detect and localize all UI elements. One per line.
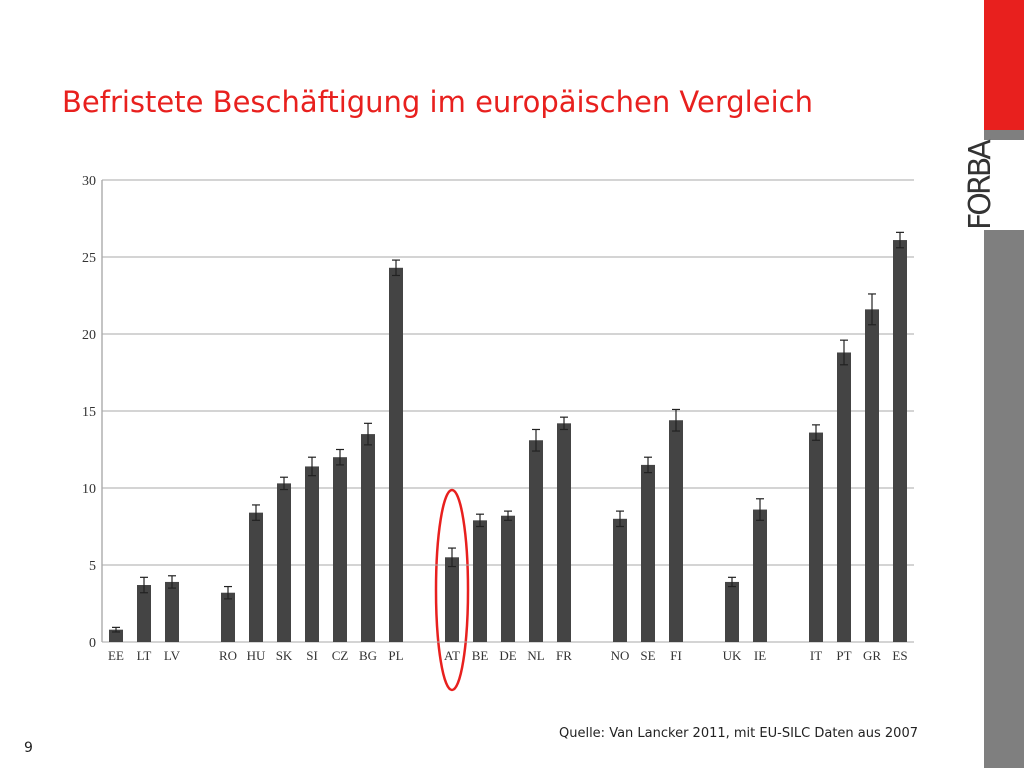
bar [529, 440, 543, 642]
x-tick-label: AT [444, 648, 460, 663]
x-tick-label: DE [499, 648, 516, 663]
x-tick-label: PT [836, 648, 851, 663]
x-tick-label: CZ [332, 648, 349, 663]
bar [557, 423, 571, 642]
source: Quelle: Van Lancker 2011, mit EU-SILC Da… [559, 726, 918, 741]
highlight-ellipse [434, 488, 470, 692]
x-tick-label: BG [359, 648, 377, 663]
bar [837, 352, 851, 642]
page-number: 9 [24, 740, 33, 756]
bar [333, 457, 347, 642]
x-tick-label: LV [164, 648, 181, 663]
x-tick-label: EE [108, 648, 124, 663]
x-tick-label: HU [247, 648, 266, 663]
x-tick-label: NO [611, 648, 630, 663]
bar [809, 432, 823, 642]
x-tick-label: PL [388, 648, 403, 663]
sidebar-gray [984, 130, 1024, 768]
y-tick-label: 15 [82, 405, 96, 420]
x-tick-label: FR [556, 648, 572, 663]
x-tick-label: BE [472, 648, 489, 663]
x-tick-label: SI [306, 648, 318, 663]
y-tick-label: 10 [82, 482, 96, 497]
bar [109, 629, 123, 642]
logo-bg [970, 140, 1024, 230]
bar [221, 592, 235, 642]
x-tick-label: IE [754, 648, 766, 663]
bar [613, 518, 627, 642]
sidebar-red [984, 0, 1024, 130]
x-tick-label: RO [219, 648, 237, 663]
chart-title: Befristete Beschäftigung im europäischen… [62, 85, 813, 119]
bar [893, 240, 907, 642]
bar [473, 520, 487, 642]
logo: FORBA [963, 139, 998, 230]
x-tick-label: UK [723, 648, 742, 663]
y-tick-label: 30 [82, 174, 96, 189]
x-tick-label: SE [640, 648, 655, 663]
y-tick-label: 5 [89, 559, 96, 574]
x-tick-label: LT [137, 648, 152, 663]
bar [865, 309, 879, 642]
x-tick-label: SK [276, 648, 293, 663]
bar [641, 464, 655, 642]
bar [165, 581, 179, 642]
bar [361, 434, 375, 642]
x-tick-label: IT [810, 648, 822, 663]
bar [725, 581, 739, 642]
x-tick-label: GR [863, 648, 881, 663]
bar [305, 466, 319, 642]
x-tick-label: NL [527, 648, 544, 663]
y-tick-label: 20 [82, 328, 96, 343]
x-tick-label: ES [892, 648, 907, 663]
bar [277, 483, 291, 642]
bar [501, 515, 515, 642]
x-tick-label: FI [670, 648, 682, 663]
bar [669, 420, 683, 642]
bar [249, 512, 263, 642]
bar [753, 509, 767, 642]
y-tick-label: 0 [89, 636, 96, 651]
bar [137, 585, 151, 642]
bar [445, 557, 459, 642]
y-tick-label: 25 [82, 251, 96, 266]
bar [389, 267, 403, 642]
